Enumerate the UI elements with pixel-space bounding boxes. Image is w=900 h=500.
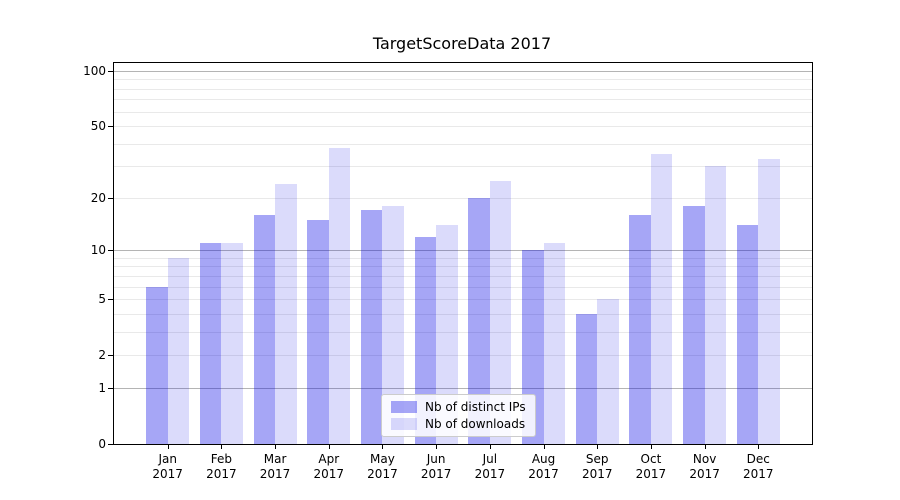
legend-swatch-downloads	[391, 418, 417, 430]
minor-gridline	[114, 331, 812, 333]
x-tick-mark	[758, 444, 760, 449]
bar-downloads-dec	[758, 158, 780, 444]
x-tick-mark	[275, 444, 277, 449]
minor-gridline	[114, 355, 812, 357]
x-tick-mark	[597, 444, 599, 449]
legend-label-distinct-ips: Nb of distinct IPs	[425, 400, 526, 414]
x-tick-mark	[436, 444, 438, 449]
y-tick-label: 1	[98, 380, 106, 395]
y-tick-mark	[108, 197, 113, 199]
bar-distinct-ips-jul	[468, 197, 490, 444]
minor-gridline	[114, 79, 812, 81]
bar-downloads-jan	[167, 257, 190, 444]
minor-gridline	[114, 197, 812, 199]
bar-downloads-oct	[650, 154, 673, 444]
y-tick-label: 20	[90, 190, 106, 205]
x-tick-label-feb: Feb 2017	[206, 452, 237, 481]
y-tick-label: 10	[90, 243, 106, 258]
legend-item-distinct-ips: Nb of distinct IPs	[391, 400, 526, 414]
y-tick-label: 2	[98, 348, 106, 363]
y-tick-label: 0	[98, 437, 106, 451]
x-tick-label-aug: Aug 2017	[528, 452, 559, 481]
bar-distinct-ips-apr	[307, 219, 329, 444]
x-tick-mark	[221, 444, 223, 449]
y-tick-mark	[108, 299, 113, 301]
y-tick-label: 50	[90, 119, 106, 134]
y-tick-mark	[108, 250, 113, 252]
legend-item-downloads: Nb of downloads	[391, 417, 526, 431]
bar-downloads-jun	[436, 225, 458, 444]
chart-title: TargetScoreData 2017	[372, 34, 552, 53]
major-gridline	[114, 71, 812, 72]
bar-distinct-ips-sep	[575, 313, 598, 444]
x-tick-mark	[489, 444, 491, 449]
y-tick-mark	[108, 71, 113, 72]
y-tick-label: 100	[83, 64, 106, 78]
minor-gridline	[114, 166, 812, 168]
bar-downloads-mar	[275, 183, 297, 444]
bar-downloads-nov	[704, 166, 727, 444]
bar-distinct-ips-oct	[629, 215, 651, 444]
x-tick-label-oct: Oct 2017	[635, 452, 667, 481]
x-tick-mark	[543, 444, 545, 449]
bar-downloads-may	[382, 206, 404, 444]
x-tick-label-sep: Sep 2017	[581, 452, 613, 481]
minor-gridline	[114, 299, 812, 301]
minor-gridline	[114, 313, 812, 315]
bar-distinct-ips-jun	[414, 236, 437, 444]
bar-downloads-feb	[221, 243, 243, 444]
major-gridline	[114, 250, 812, 252]
x-tick-label-jan: Jan 2017	[152, 452, 183, 481]
legend-label-downloads: Nb of downloads	[425, 417, 526, 431]
x-tick-label-nov: Nov 2017	[689, 452, 720, 481]
x-tick-mark	[167, 444, 169, 449]
bar-distinct-ips-feb	[199, 243, 222, 444]
bar-downloads-sep	[597, 299, 619, 444]
minor-gridline	[114, 111, 812, 113]
bar-downloads-aug	[543, 243, 566, 444]
y-tick-mark	[108, 444, 113, 445]
x-tick-mark	[650, 444, 652, 449]
x-tick-mark	[328, 444, 330, 449]
minor-gridline	[114, 286, 812, 288]
bar-distinct-ips-jan	[146, 286, 168, 444]
y-tick-label: 5	[98, 292, 106, 307]
bar-distinct-ips-nov	[683, 206, 705, 444]
x-tick-label-dec: Dec 2017	[743, 452, 774, 481]
x-tick-label-apr: Apr 2017	[313, 452, 345, 481]
y-tick-mark	[108, 126, 113, 128]
minor-gridline	[114, 266, 812, 268]
x-tick-label-may: May 2017	[367, 452, 398, 481]
x-tick-mark	[382, 444, 384, 449]
bar-downloads-jul	[489, 180, 512, 444]
legend: Nb of distinct IPs Nb of downloads	[381, 394, 536, 437]
major-gridline	[114, 387, 812, 389]
minor-gridline	[114, 88, 812, 90]
plot-area: Nb of distinct IPs Nb of downloads 100 50…	[83, 62, 813, 481]
x-tick-label-mar: Mar 2017	[259, 452, 291, 481]
minor-gridline	[114, 275, 812, 277]
legend-swatch-distinct-ips	[391, 401, 417, 413]
x-tick-label-jun: Jun 2017	[420, 452, 452, 481]
bar-distinct-ips-dec	[736, 225, 759, 444]
x-tick-mark	[704, 444, 706, 449]
bar-downloads-apr	[328, 147, 351, 444]
bar-distinct-ips-mar	[253, 215, 276, 444]
minor-gridline	[114, 99, 812, 101]
bar-distinct-ips-may	[360, 210, 383, 444]
minor-gridline	[114, 126, 812, 128]
y-tick-mark	[108, 355, 113, 357]
minor-gridline	[114, 143, 812, 145]
x-tick-label-jul: Jul 2017	[474, 452, 506, 481]
y-tick-mark	[108, 387, 113, 389]
minor-gridline	[114, 257, 812, 259]
